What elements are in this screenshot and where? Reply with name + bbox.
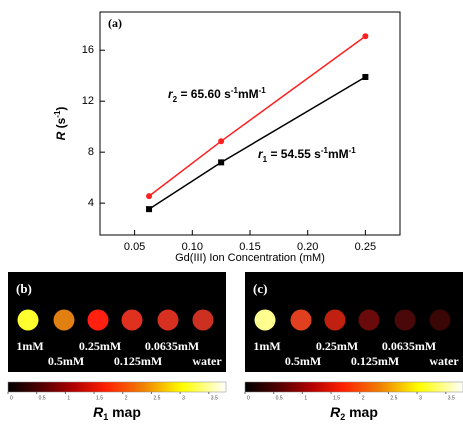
x-tick-label: 0.25 bbox=[355, 241, 376, 253]
sample-spot bbox=[359, 310, 380, 331]
colorbar-tick-label: 1.5 bbox=[333, 395, 340, 401]
sample-label: water bbox=[429, 354, 459, 368]
panel-label: (a) bbox=[108, 16, 122, 30]
panel-caption: R2 map bbox=[330, 404, 378, 423]
marker bbox=[146, 193, 152, 199]
marker bbox=[146, 206, 152, 212]
colorbar-tick-label: 0.5 bbox=[39, 395, 46, 401]
colorbar-tick-label: 2 bbox=[362, 395, 365, 401]
sample-spot bbox=[395, 310, 416, 331]
colorbar-tick-label: 1.5 bbox=[96, 395, 103, 401]
colorbar-tick-label: 2.5 bbox=[153, 395, 160, 401]
colorbar-tick-label: 1 bbox=[304, 395, 307, 401]
sample-label: 0.25mM bbox=[316, 339, 358, 353]
annotation-part: = 65.60 s bbox=[177, 87, 231, 101]
y-tick-label: 8 bbox=[88, 146, 94, 158]
plot-frame bbox=[100, 12, 400, 235]
annotation-part: -1 bbox=[259, 86, 267, 95]
colorbar bbox=[8, 382, 226, 392]
sample-spot bbox=[158, 310, 179, 331]
caption-part: map bbox=[345, 404, 378, 420]
y-tick-label: 12 bbox=[82, 95, 94, 107]
y-tick-label: 4 bbox=[88, 197, 94, 209]
colorbar-tick-label: 0 bbox=[247, 395, 250, 401]
sample-spot bbox=[122, 310, 143, 331]
sample-spot bbox=[291, 310, 312, 331]
colorbar-tick-label: 3.5 bbox=[211, 395, 218, 401]
image-panel: (b) 1mM 0.25mM 0.0635mM 0.5mM 0.125mM water 0 0.… bbox=[8, 272, 226, 422]
colorbar bbox=[245, 382, 463, 392]
annotation-part: mM bbox=[238, 87, 259, 101]
panel-label: (b) bbox=[16, 281, 32, 296]
y-tick-label: 16 bbox=[82, 44, 94, 56]
sample-spot bbox=[88, 310, 109, 331]
sample-spot bbox=[325, 310, 346, 331]
sample-spot bbox=[54, 310, 75, 331]
sample-label: 0.0635mM bbox=[145, 339, 199, 353]
sample-spot bbox=[255, 310, 276, 331]
sample-label: 0.5mM bbox=[48, 354, 84, 368]
sample-label: 0.5mM bbox=[285, 354, 321, 368]
marker bbox=[362, 74, 368, 80]
colorbar-tick-label: 0 bbox=[10, 395, 13, 401]
colorbar-tick-label: 3.5 bbox=[448, 395, 455, 401]
marker bbox=[218, 159, 224, 165]
colorbar-tick-label: 0.5 bbox=[276, 395, 283, 401]
y-label-part: (s bbox=[54, 117, 68, 131]
annotation: r1 = 54.55 s-1mM-1 bbox=[258, 146, 356, 164]
annotation-part: = 54.55 s bbox=[267, 147, 321, 161]
annotation-part: -1 bbox=[349, 146, 357, 155]
page: {"chart_data": {"type": "line", "annotat… bbox=[0, 0, 463, 424]
y-axis-label: R (s-1) bbox=[53, 107, 69, 141]
colorbar-tick-label: 3 bbox=[419, 395, 422, 401]
caption-part: map bbox=[108, 404, 141, 420]
sample-label: 0.0635mM bbox=[382, 339, 436, 353]
y-label-part: ) bbox=[54, 107, 68, 111]
sample-spot bbox=[430, 310, 451, 331]
series-line bbox=[149, 36, 365, 196]
annotation-part: mM bbox=[328, 147, 349, 161]
sample-label: 0.25mM bbox=[79, 339, 121, 353]
sample-label: 0.125mM bbox=[351, 354, 399, 368]
sample-spot bbox=[193, 310, 214, 331]
sample-spot bbox=[18, 310, 39, 331]
sample-label: 0.125mM bbox=[114, 354, 162, 368]
sample-label: 1mM bbox=[16, 339, 43, 353]
colorbar-tick-label: 2 bbox=[125, 395, 128, 401]
marker bbox=[362, 33, 368, 39]
x-tick-label: 0.05 bbox=[124, 241, 145, 253]
y-label-part: R bbox=[54, 131, 68, 140]
marker bbox=[218, 138, 224, 144]
colorbar-tick-label: 1 bbox=[67, 395, 70, 401]
sample-label: 1mM bbox=[253, 339, 280, 353]
colorbar-tick-label: 3 bbox=[182, 395, 185, 401]
sample-label: water bbox=[192, 354, 222, 368]
annotation: r2 = 65.60 s-1mM-1 bbox=[168, 86, 266, 104]
figure: (a)0.050.100.150.200.25481216Gd(III) Ion… bbox=[0, 0, 463, 424]
x-axis-label: Gd(III) Ion Concentration (mM) bbox=[175, 252, 325, 264]
image-panel: (c) 1mM 0.25mM 0.0635mM 0.5mM 0.125mM water 0 0.… bbox=[245, 272, 463, 422]
panel-caption: R1 map bbox=[93, 404, 141, 423]
panel-label: (c) bbox=[253, 281, 267, 296]
colorbar-tick-label: 2.5 bbox=[390, 395, 397, 401]
